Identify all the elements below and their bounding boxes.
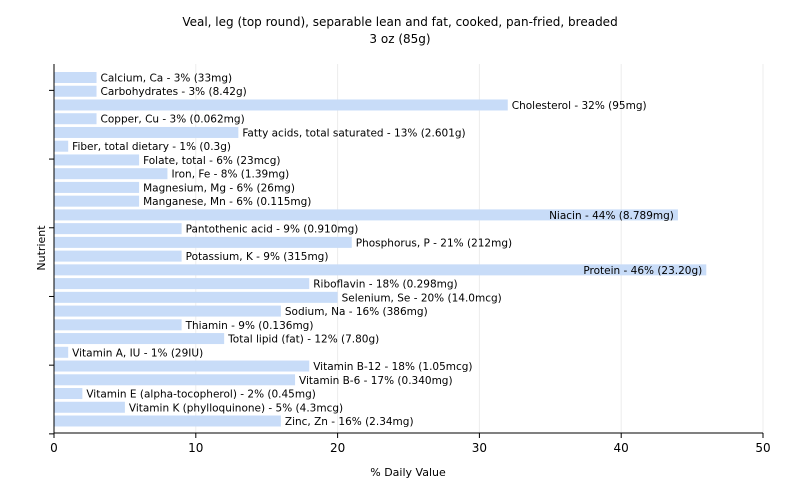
bar: [54, 291, 338, 303]
bar-label: Zinc, Zn - 16% (2.34mg): [285, 416, 414, 428]
bar-label: Folate, total - 6% (23mcg): [143, 155, 280, 167]
bar: [54, 154, 140, 166]
axes: [49, 64, 763, 435]
bar-label: Copper, Cu - 3% (0.062mg): [101, 114, 245, 126]
bar: [54, 333, 225, 345]
bar-label: Iron, Fe - 8% (1.39mg): [171, 169, 289, 181]
bar-label: Manganese, Mn - 6% (0.115mg): [143, 196, 311, 208]
bar-label: Protein - 46% (23.20g): [583, 265, 702, 277]
bar-label: Vitamin E (alpha-tocopherol) - 2% (0.45m…: [86, 389, 315, 401]
bar-label: Potassium, K - 9% (315mg): [186, 251, 329, 263]
x-tick-label: 10: [188, 441, 203, 455]
x-tick-label: 40: [614, 441, 629, 455]
bar: [54, 278, 310, 290]
bar-label: Cholesterol - 32% (95mg): [512, 100, 647, 112]
bar: [54, 305, 281, 317]
bar-label: Riboflavin - 18% (0.298mg): [313, 279, 457, 291]
x-tick-label: 0: [50, 441, 58, 455]
bar-label: Carbohydrates - 3% (8.42g): [101, 86, 247, 98]
x-tick-label: 50: [755, 441, 770, 455]
bar-label: Sodium, Na - 16% (386mg): [285, 306, 428, 318]
bar: [54, 168, 168, 180]
x-ticks: 0 10 20 30 40 50: [50, 433, 771, 455]
bar-label: Vitamin B-6 - 17% (0.340mg): [299, 375, 453, 387]
x-tick-label: 30: [472, 441, 487, 455]
chart-subtitle: 3 oz (85g): [369, 32, 431, 46]
bar: [54, 415, 281, 427]
bar-label: Selenium, Se - 20% (14.0mcg): [342, 292, 502, 304]
bar: [54, 195, 140, 207]
bar-label: Vitamin K (phylloquinone) - 5% (4.3mcg): [129, 402, 343, 414]
bar: [54, 126, 239, 138]
bar-label: Magnesium, Mg - 6% (26mg): [143, 182, 295, 194]
bar: [54, 99, 508, 111]
x-tick-label: 20: [330, 441, 345, 455]
bar-label: Total lipid (fat) - 12% (7.80g): [227, 334, 379, 346]
bar-label: Niacin - 44% (8.789mg): [549, 210, 674, 222]
bars: Calcium, Ca - 3% (33mg)Carbohydrates - 3…: [54, 72, 707, 428]
bar: [54, 264, 707, 276]
bar-label: Fatty acids, total saturated - 13% (2.60…: [242, 127, 465, 139]
bar: [54, 346, 69, 358]
bar: [54, 236, 352, 248]
bar: [54, 140, 69, 152]
bar: [54, 209, 678, 221]
bar: [54, 72, 97, 83]
bar: [54, 113, 97, 125]
bar-label: Pantothenic acid - 9% (0.910mg): [186, 224, 359, 236]
bar: [54, 85, 97, 97]
x-axis-title: % Daily Value: [370, 466, 446, 479]
bar-label: Thiamin - 9% (0.136mg): [185, 320, 314, 332]
bar-label: Vitamin A, IU - 1% (29IU): [72, 347, 203, 359]
bar: [54, 388, 83, 400]
bar: [54, 250, 182, 262]
bar-label: Fiber, total dietary - 1% (0.3g): [72, 141, 231, 153]
bar: [54, 223, 182, 235]
chart-title: Veal, leg (top round), separable lean an…: [182, 15, 618, 29]
bar: [54, 181, 140, 193]
y-axis-title: Nutrient: [35, 225, 48, 271]
bar: [54, 319, 182, 331]
bar: [54, 360, 310, 372]
bar-label: Phosphorus, P - 21% (212mg): [356, 237, 512, 249]
bar-label: Calcium, Ca - 3% (33mg): [101, 73, 233, 85]
bar: [54, 374, 296, 386]
bar-label: Vitamin B-12 - 18% (1.05mcg): [313, 361, 472, 373]
bar: [54, 401, 125, 413]
